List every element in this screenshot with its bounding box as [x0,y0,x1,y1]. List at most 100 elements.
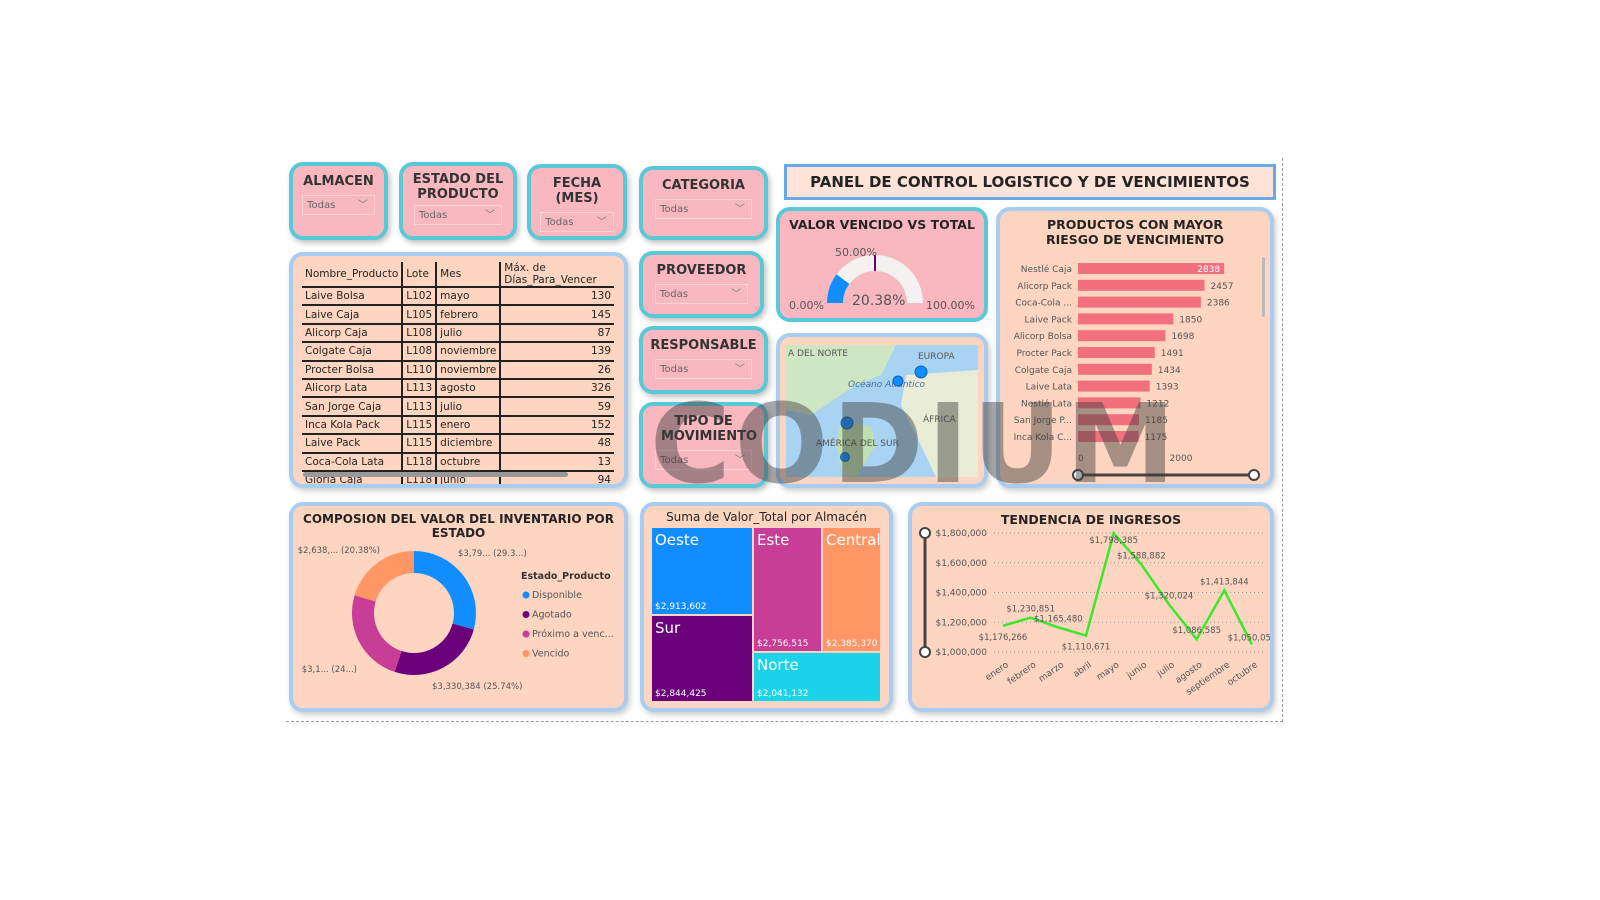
table-cell: mayo [436,287,502,306]
slicer-label: TIPO DE MOVIMIENTO [661,414,757,444]
estado-dropdown[interactable]: Todas ﹀ [414,205,502,225]
table-row[interactable]: Alicorp Lata L113 agosto 326 [302,378,614,398]
donut-data-label: $2,638,... (20.38%) [298,546,380,556]
categoria-dropdown[interactable]: Todas ﹀ [655,199,752,219]
table-cell: 130 [590,290,611,303]
gauge-target-label: 50.00% [835,246,877,259]
table-cell: 145 [590,308,611,321]
range-slider-handle [1248,469,1260,481]
horizontal-scrollbar[interactable] [303,472,568,477]
risk-bar-chart: Nestlé Caja 2838 Alicorp Pack 2457 Coca-Cola… [1014,257,1265,481]
table-row[interactable]: Colgate Caja L108 noviembre 139 [302,342,614,361]
table-cell: Laive Caja [302,305,404,324]
bar-data-label: 1393 [1156,383,1179,393]
column-header[interactable]: Lote [402,262,438,287]
map-label: A DEL NORTE [788,349,848,359]
fecha-dropdown[interactable]: Todas ﹀ [540,212,614,232]
tile-value: $2,844,425 [655,689,707,699]
legend-title: Estado_Producto [521,571,611,582]
slicer-label: CATEGORIA [662,178,745,193]
table-row[interactable]: Inca Kola Pack L115 enero 152 [302,415,614,435]
x-tick-label: 0 [1078,454,1084,464]
line-chart-title: TENDENCIA DE INGRESOS [1000,512,1182,527]
bar-data-label: 1491 [1161,349,1184,359]
slicer-almacen: ALMACEN Todas ﹀ [289,162,388,240]
gauge-fill [827,274,850,303]
map[interactable]: A DEL NORTE EUROPA Océano Atlántico ÁFRI… [786,345,978,477]
slicer-label: PROVEEDOR [656,263,747,278]
x-tick-label: mayo [1095,660,1122,683]
table-cell: L118 [402,452,438,471]
table-row[interactable]: Laive Caja L105 febrero 145 [302,305,614,324]
range-slider-handle [919,646,931,658]
tile-value: $2,756,515 [757,639,809,649]
column-header[interactable]: Nombre_Producto [302,262,404,287]
bar [1078,431,1139,442]
bar-category-label: Coca-Cola ... [1015,299,1072,309]
table-row[interactable]: Coca-Cola Lata L118 octubre 13 [302,452,614,471]
map-point[interactable] [914,365,928,379]
legend-item: Agotado [532,610,572,621]
x-tick-label: febrero [1006,660,1039,687]
table-row[interactable]: Laive Pack L115 diciembre 48 [302,434,614,453]
table-row[interactable]: Procter Bolsa L110 noviembre 26 [302,360,614,379]
chevron-down-icon: ﹀ [731,289,742,300]
tipo-dropdown[interactable]: Todas ﹀ [655,450,752,470]
table-cell: Alicorp Caja [302,323,404,343]
map-point[interactable] [840,416,854,430]
map-point[interactable] [840,452,850,462]
line-data-label: $1,050,056 [1228,634,1270,644]
income-line-chart: $1,000,000 $1,200,000 $1,400,000 $1,600,000… [919,527,1270,698]
table-row[interactable]: Alicorp Caja L108 julio 87 [302,323,614,343]
slicer-fecha: FECHA (MES) Todas ﹀ [527,164,627,240]
map-label: AMÉRICA DEL SUR [816,437,899,449]
map-label: EUROPA [918,352,955,362]
product-table: Nombre_Producto Lote Mes Máx. de Días_Para_… [302,262,614,484]
table-cell: 152 [590,418,611,431]
almacen-dropdown[interactable]: Todas ﹀ [302,195,375,215]
y-tick-label: $1,600,000 [935,559,987,569]
map-label: Océano Atlántico [848,379,926,390]
responsable-dropdown[interactable]: Todas ﹀ [655,359,752,379]
table-cell: Procter Bolsa [302,360,404,379]
slicer-estado: ESTADO DEL PRODUCTO Todas ﹀ [399,162,517,240]
bar-data-label: 2457 [1211,282,1234,292]
table-row[interactable]: Laive Bolsa L102 mayo 130 [302,287,614,306]
line-data-label: $1,165,480 [1034,614,1083,624]
bar-data-label: 1185 [1145,416,1168,426]
table-cell: febrero [436,305,502,324]
x-tick-label: abril [1072,660,1094,680]
treemap-tile[interactable]: Norte $2,041,132 [753,652,881,702]
product-table-panel: Nombre_Producto Lote Mes Máx. de Días_Para_… [289,252,628,488]
column-header[interactable]: Mes [436,262,502,287]
proveedor-dropdown[interactable]: Todas ﹀ [654,284,749,304]
treemap-tile[interactable]: Central $2,385,370 [822,527,881,652]
report-canvas [286,158,1283,722]
line-data-label: $1,413,844 [1200,577,1249,587]
treemap-tile[interactable]: Este $2,756,515 [753,527,822,652]
dropdown-value: Todas [419,210,448,221]
gauge-track [827,255,923,303]
line-data-label: $1,588,882 [1117,551,1166,561]
tile-label: Sur [655,619,681,637]
map-label: ÁFRICA [923,413,957,425]
table-row[interactable]: San Jorge Caja L113 julio 59 [302,397,614,416]
bar [1078,330,1166,342]
map-point[interactable] [892,375,904,387]
dropdown-value: Todas [660,204,689,215]
donut-chart: $3,79... (29.3...) $3,330,384 (25.74%) $3,… [298,546,614,692]
donut-data-label: $3,1... (24...) [302,665,357,675]
north-america-land [786,345,896,415]
bar-data-label: 1434 [1158,366,1181,376]
gauge-chart [827,255,923,303]
slicer-proveedor: PROVEEDOR Todas ﹀ [639,251,764,318]
bar-category-label: San Jorge P... [1014,416,1072,426]
table-cell: Colgate Caja [302,342,404,361]
treemap-tile[interactable]: Sur $2,844,425 [651,615,753,702]
slicer-label: RESPONSABLE [650,338,757,353]
column-header[interactable]: Máx. de Días_Para_Vencer [504,262,597,286]
legend-item: Disponible [532,590,582,601]
bar [1078,414,1140,426]
chevron-down-icon: ﹀ [485,210,495,221]
treemap-tile[interactable]: Oeste $2,913,602 [651,527,753,615]
